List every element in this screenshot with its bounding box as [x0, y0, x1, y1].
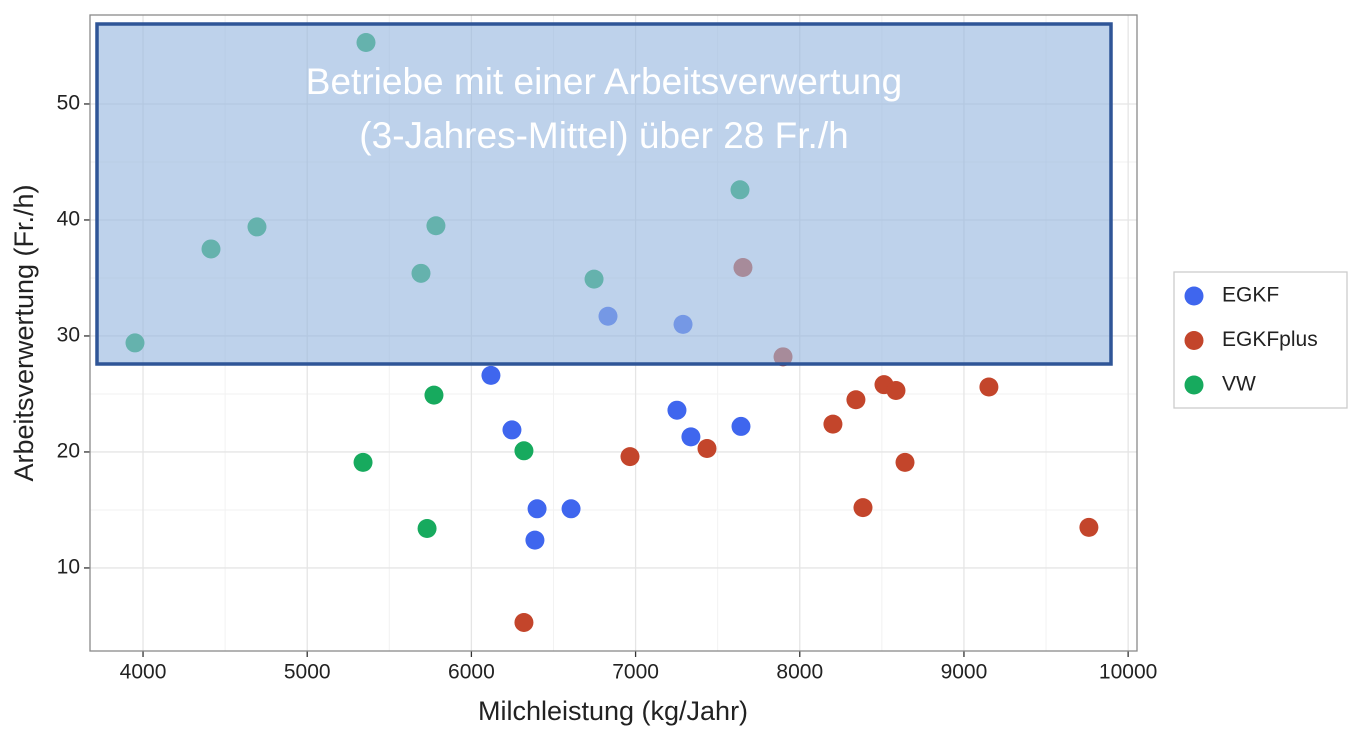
- legend: EGKF EGKFplus VW: [1173, 271, 1348, 409]
- point: [514, 441, 534, 461]
- y-tick-label: 30: [57, 324, 80, 347]
- annotation-text: Betriebe mit einer Arbeitsverwertung: [306, 61, 902, 102]
- x-tick-label: 8000: [776, 661, 823, 684]
- highlight-region: [95, 22, 1113, 366]
- x-tick-label: 5000: [284, 661, 331, 684]
- point: [697, 438, 717, 458]
- point: [895, 452, 915, 472]
- point: [481, 365, 501, 385]
- point: [424, 385, 444, 405]
- legend-label: VW: [1222, 373, 1256, 396]
- y-axis-title: Arbeitsverwertung (Fr./h): [9, 184, 39, 481]
- legend-label: EGKFplus: [1222, 328, 1318, 351]
- x-tick-label: 7000: [612, 661, 659, 684]
- x-tick-label: 10000: [1099, 661, 1157, 684]
- point: [620, 447, 640, 467]
- y-tick-label: 50: [57, 92, 80, 115]
- point: [853, 498, 873, 518]
- point: [731, 416, 751, 436]
- y-tick-label: 20: [57, 439, 80, 462]
- point: [979, 377, 999, 397]
- point: [667, 400, 687, 420]
- point: [502, 420, 522, 440]
- legend-marker: [1184, 375, 1204, 395]
- point: [353, 452, 373, 472]
- point: [846, 390, 866, 410]
- y-tick-label: 10: [57, 555, 80, 578]
- point: [823, 414, 843, 434]
- point: [514, 612, 534, 632]
- legend-marker: [1184, 286, 1204, 306]
- point: [681, 427, 701, 447]
- point: [525, 530, 545, 550]
- point: [561, 499, 581, 519]
- x-tick-label: 4000: [120, 661, 167, 684]
- x-tick-label: 6000: [448, 661, 495, 684]
- point: [527, 499, 547, 519]
- point: [1079, 517, 1099, 537]
- y-tick-label: 40: [57, 208, 80, 231]
- x-axis-title: Milchleistung (kg/Jahr): [478, 696, 748, 726]
- point: [417, 519, 437, 539]
- legend-marker: [1184, 331, 1204, 350]
- annotation-text: (3-Jahres-Mittel) über 28 Fr./h: [359, 115, 848, 156]
- legend-label: EGKF: [1222, 284, 1279, 307]
- x-tick-label: 9000: [941, 661, 988, 684]
- point: [886, 380, 906, 400]
- plot-border: [89, 14, 1138, 652]
